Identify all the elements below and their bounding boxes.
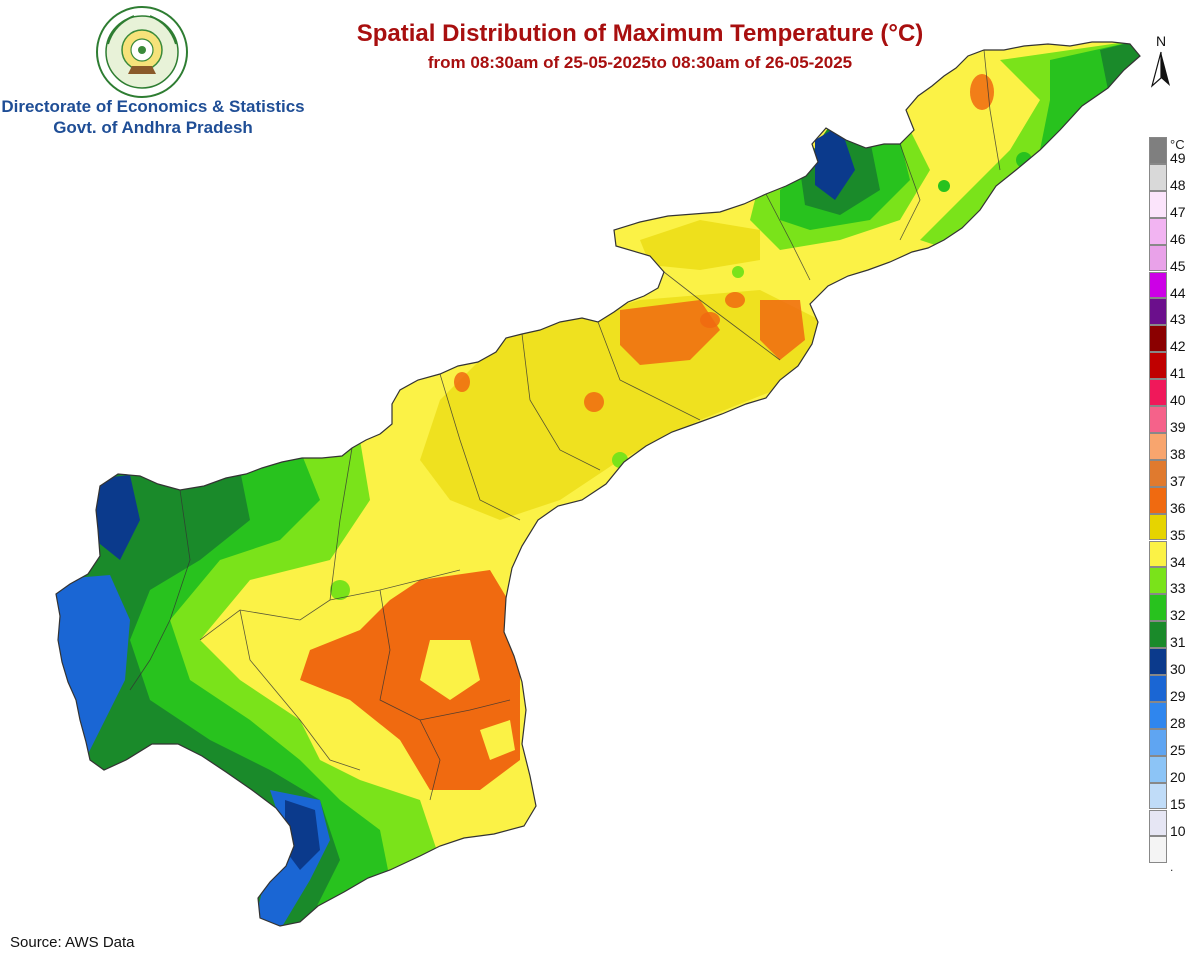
legend-label: 25: [1170, 741, 1186, 758]
map-title: Spatial Distribution of Maximum Temperat…: [356, 20, 924, 47]
legend-swatch: [1149, 486, 1167, 514]
legend-item: [1148, 836, 1194, 864]
legend-swatch: [1149, 137, 1167, 164]
north-label: N: [1156, 33, 1166, 49]
legend-swatch: [1149, 675, 1167, 702]
legend-item: 36: [1148, 486, 1194, 516]
legend-swatch: [1149, 567, 1167, 595]
legend-label: 37: [1170, 472, 1186, 489]
legend-item: 30: [1148, 648, 1194, 678]
legend-item: 15: [1148, 782, 1194, 812]
legend-label: 36: [1170, 499, 1186, 516]
legend-swatch: [1149, 406, 1167, 433]
legend-item: 20: [1148, 755, 1194, 785]
legend-label: 49: [1170, 150, 1186, 166]
legend-swatch: [1149, 352, 1167, 380]
legend-item: 38: [1148, 432, 1194, 462]
legend-label: 48: [1170, 176, 1186, 193]
org-name: Directorate of Economics & Statistics Go…: [0, 96, 306, 138]
legend-label: 46: [1170, 230, 1186, 247]
legend-item: 47: [1148, 190, 1194, 220]
legend-item: 31: [1148, 621, 1194, 651]
legend-label: 45: [1170, 257, 1186, 274]
source-note: Source: AWS Data: [10, 934, 135, 951]
legend-label: 28: [1170, 714, 1186, 731]
legend-label: 29: [1170, 688, 1186, 704]
north-arrow-icon: N: [1150, 33, 1170, 88]
legend-label: 47: [1170, 203, 1186, 220]
legend-label: 32: [1170, 607, 1186, 624]
legend-label: 31: [1170, 634, 1186, 651]
legend-swatch: [1149, 836, 1167, 864]
legend-swatch: [1149, 621, 1167, 649]
legend-item: 44: [1148, 271, 1194, 301]
legend-swatch: [1149, 728, 1167, 756]
legend-swatch: [1149, 755, 1167, 783]
legend-swatch: [1149, 325, 1167, 353]
legend-swatch: [1149, 809, 1167, 837]
legend-swatch: [1149, 298, 1167, 326]
legend-label: 35: [1170, 526, 1186, 543]
legend-swatch: [1149, 271, 1167, 299]
legend-item: 45: [1148, 244, 1194, 274]
legend-trailing: .: [1170, 860, 1174, 874]
legend-swatch: [1149, 782, 1167, 810]
legend-swatch: [1149, 217, 1167, 245]
legend-item: 42: [1148, 325, 1194, 355]
org-line1: Directorate of Economics & Statistics: [1, 97, 305, 116]
legend-label: 33: [1170, 580, 1186, 597]
legend-item: 29: [1148, 675, 1194, 704]
legend-swatch: [1149, 594, 1167, 622]
legend-label: 44: [1170, 284, 1186, 301]
legend-label: 43: [1170, 311, 1186, 328]
legend-item: 41: [1148, 352, 1194, 382]
legend-label: 15: [1170, 795, 1186, 812]
legend-swatch: [1149, 379, 1167, 406]
legend-unit: °C: [1170, 137, 1185, 152]
legend-swatch: [1149, 540, 1167, 568]
legend-label: 41: [1170, 365, 1186, 382]
legend-item: 46: [1148, 217, 1194, 247]
legend-swatch: [1149, 648, 1167, 675]
legend-item: 10: [1148, 809, 1194, 839]
legend-swatch: [1149, 701, 1167, 729]
legend-item: 43: [1148, 298, 1194, 328]
map-subtitle: from 08:30am of 25-05-2025to 08:30am of …: [427, 53, 853, 72]
legend-item: 49: [1148, 137, 1194, 166]
legend-swatch: [1149, 190, 1167, 218]
legend-swatch: [1149, 244, 1167, 272]
legend-swatch: [1149, 432, 1167, 460]
legend-item: 37: [1148, 459, 1194, 489]
legend-item: 25: [1148, 728, 1194, 758]
legend-label: 39: [1170, 419, 1186, 435]
legend-label: 20: [1170, 768, 1186, 785]
legend-label: 34: [1170, 553, 1186, 570]
legend-item: 40: [1148, 379, 1194, 409]
legend-label: 10: [1170, 822, 1186, 839]
legend-item: 32: [1148, 594, 1194, 624]
legend-item: 39: [1148, 406, 1194, 435]
legend-item: 34: [1148, 540, 1194, 570]
legend-label: 40: [1170, 392, 1186, 409]
legend-label: 42: [1170, 338, 1186, 355]
legend-label: 38: [1170, 445, 1186, 462]
legend-item: 48: [1148, 163, 1194, 193]
legend-item: 28: [1148, 701, 1194, 731]
govt-emblem-icon: [96, 6, 188, 98]
org-line2: Govt. of Andhra Pradesh: [53, 118, 253, 137]
legend-item: 33: [1148, 567, 1194, 597]
legend-item: 35: [1148, 513, 1194, 543]
legend-swatch: [1149, 459, 1167, 487]
legend-swatch: [1149, 513, 1167, 541]
legend-swatch: [1149, 163, 1167, 191]
legend-label: 30: [1170, 661, 1186, 678]
